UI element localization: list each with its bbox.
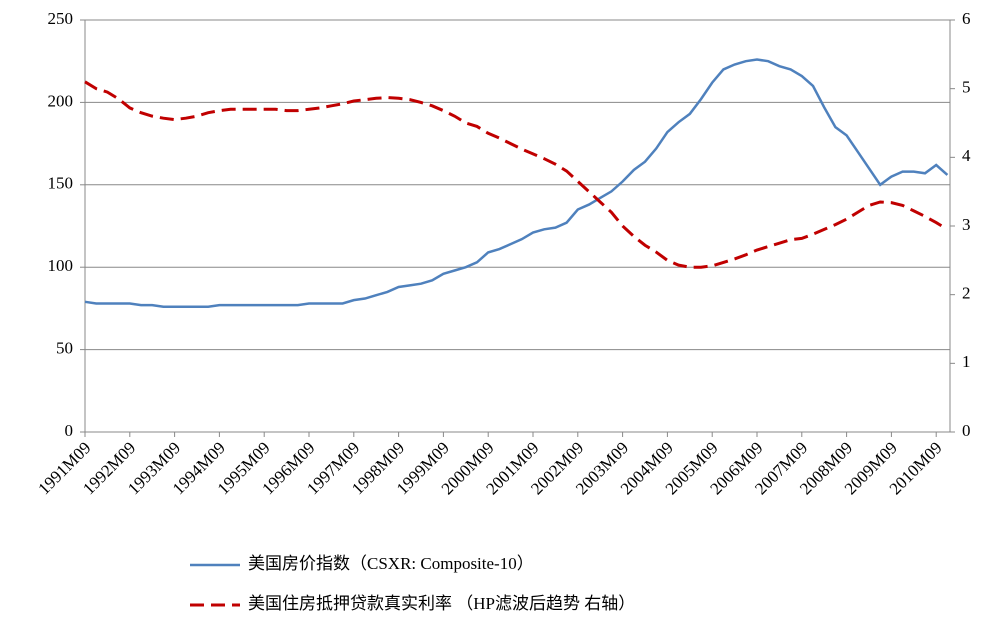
y-tick-label: 0 — [65, 421, 74, 440]
y-tick-label: 50 — [56, 339, 73, 358]
y2-tick-label: 0 — [962, 421, 971, 440]
plot-frame — [84, 19, 951, 433]
series-line — [84, 80, 949, 269]
y2-tick-label: 3 — [962, 215, 971, 234]
legend-label: 美国房价指数（CSXR: Composite-10） — [248, 554, 534, 573]
y-tick-label: 250 — [48, 9, 74, 28]
y2-tick-label: 2 — [962, 284, 971, 303]
series-line — [84, 58, 949, 309]
y2-tick-label: 1 — [962, 352, 971, 371]
y2-tick-label: 4 — [962, 146, 971, 165]
legend-label: 美国住房抵押贷款真实利率 （HP滤波后趋势 右轴） — [248, 594, 635, 613]
y2-tick-label: 6 — [962, 9, 971, 28]
y-tick-label: 150 — [48, 174, 74, 193]
y-tick-label: 100 — [48, 256, 74, 275]
y2-tick-label: 5 — [962, 78, 971, 97]
y-tick-label: 200 — [48, 91, 74, 110]
